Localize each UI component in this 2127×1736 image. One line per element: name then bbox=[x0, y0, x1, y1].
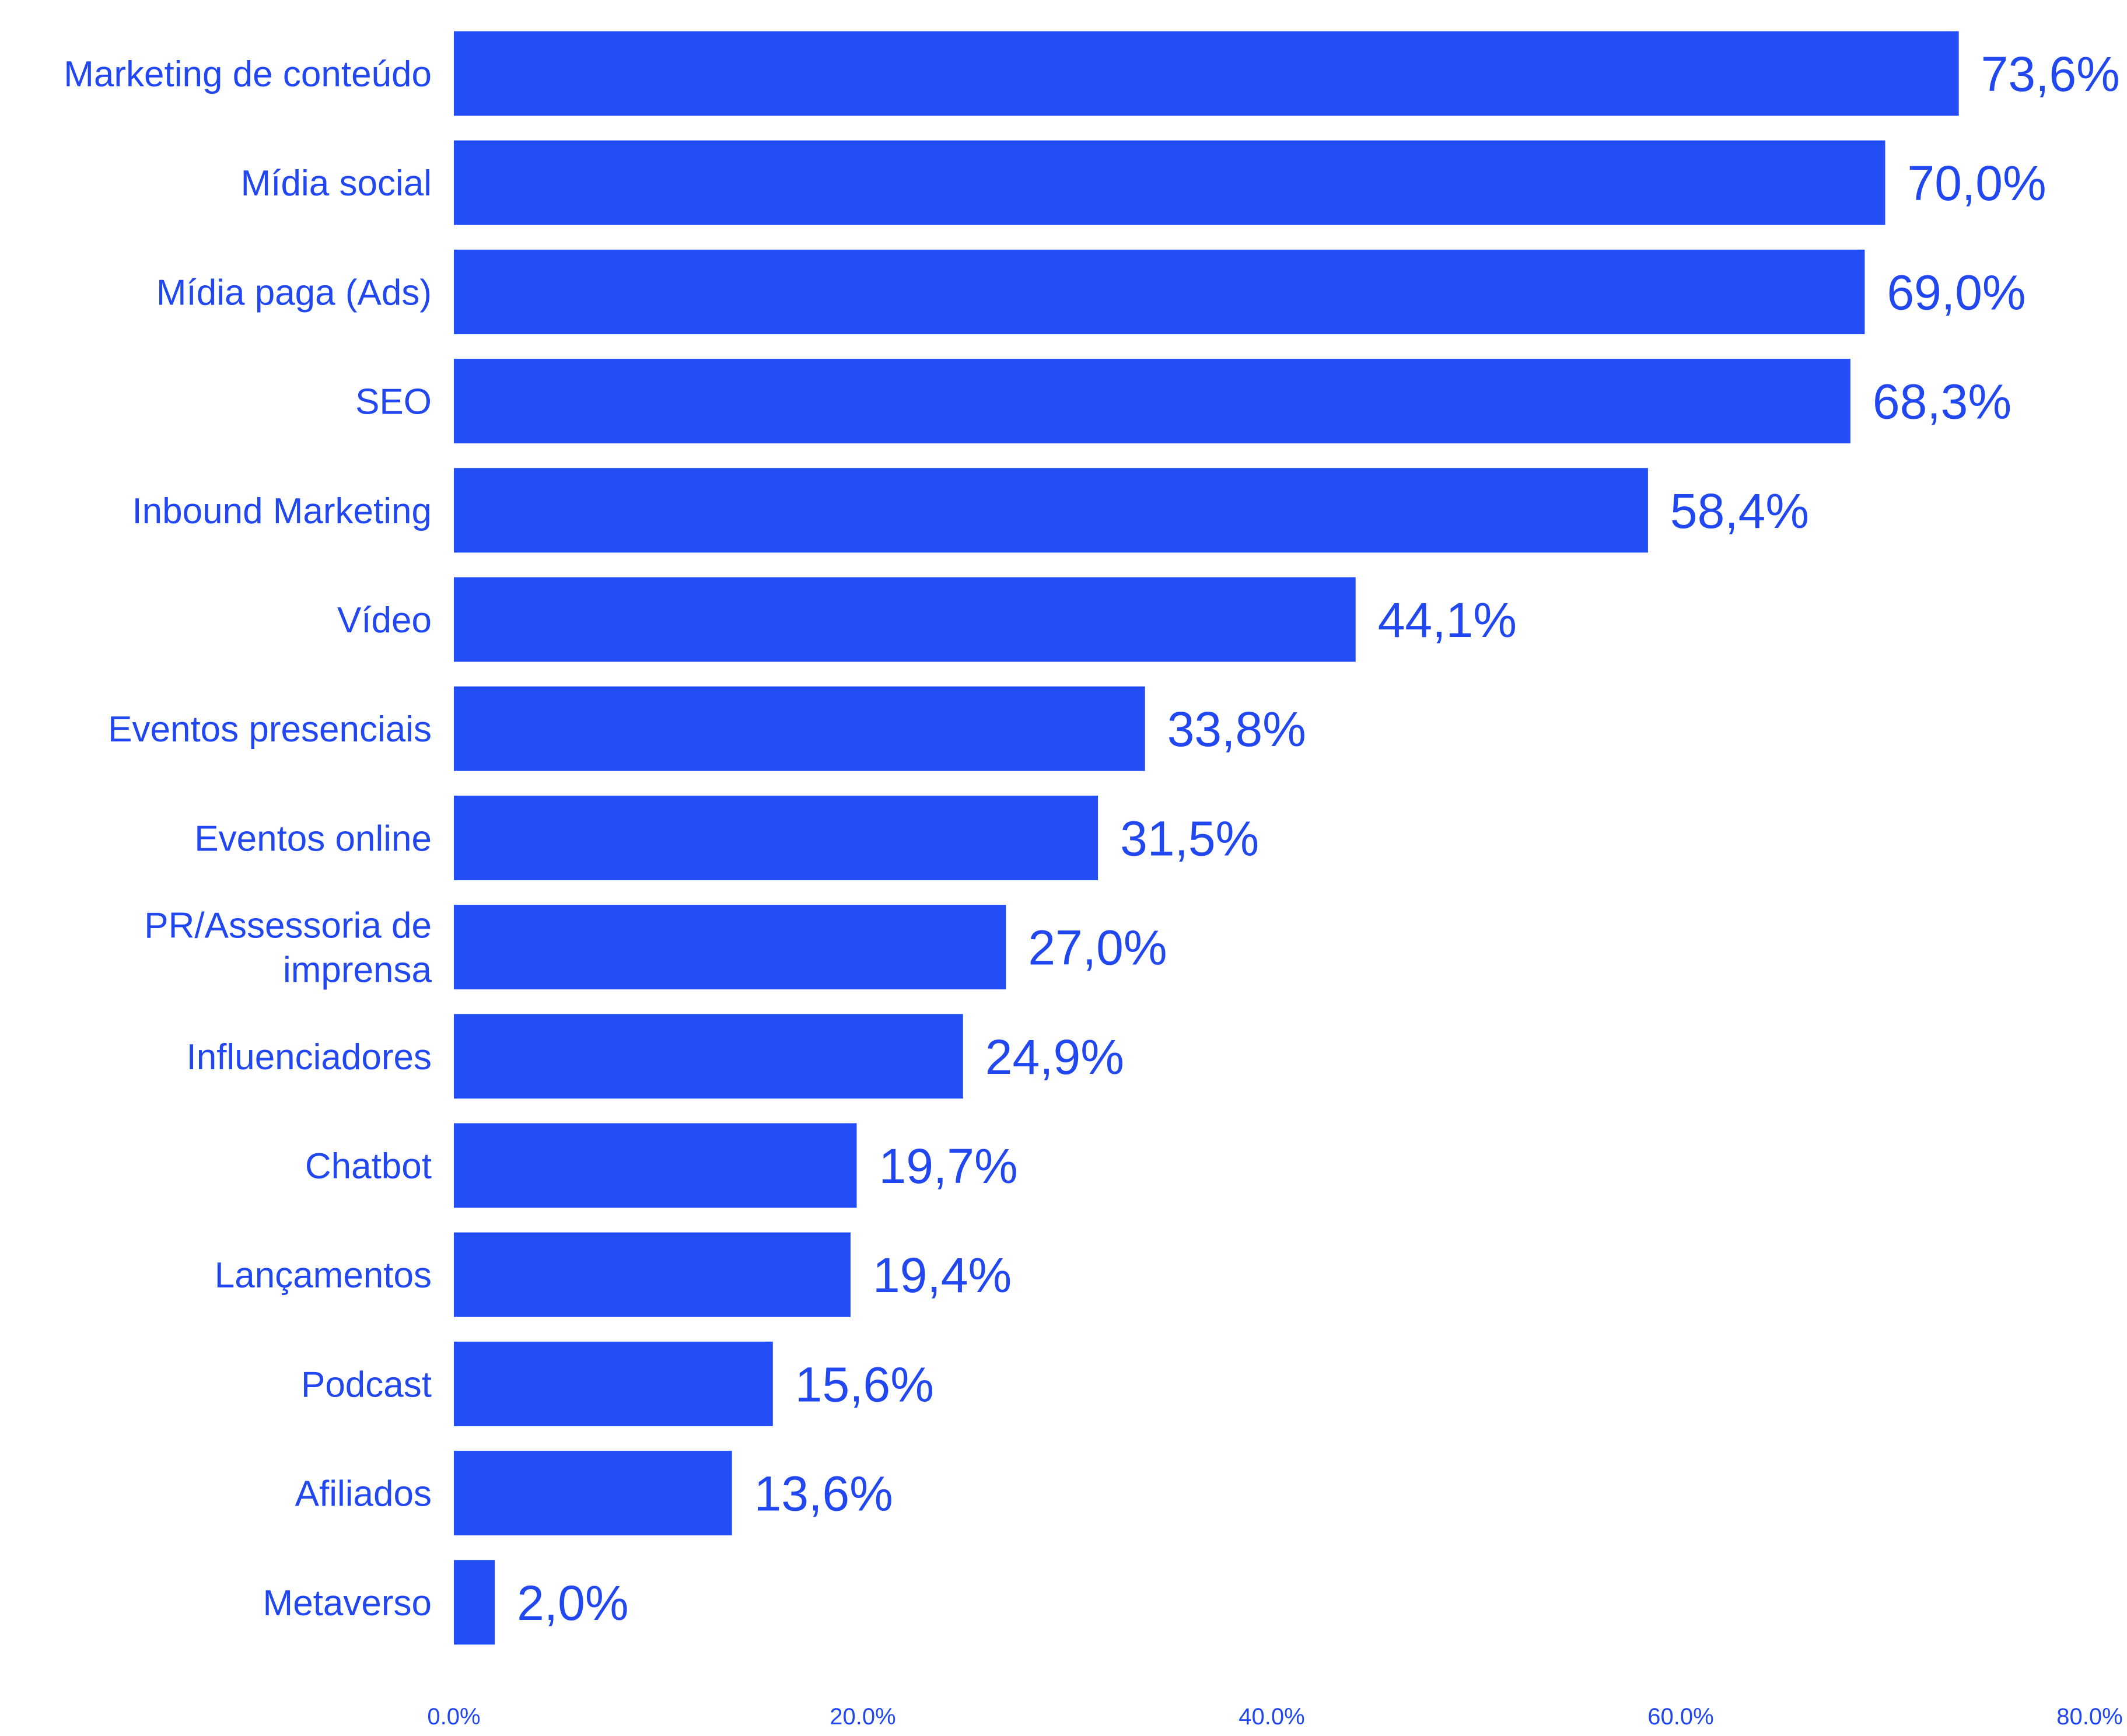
x-tick-label: 0.0% bbox=[427, 1704, 480, 1730]
category-label-video: Vídeo bbox=[337, 600, 432, 640]
bar-inbound-marketing bbox=[454, 468, 1648, 553]
bar-eventos-presenciais bbox=[454, 686, 1145, 771]
category-label-influenciadores: Influenciadores bbox=[187, 1037, 432, 1077]
x-tick-label: 60.0% bbox=[1647, 1704, 1713, 1730]
category-label-metaverso: Metaverso bbox=[263, 1583, 432, 1623]
value-label-influenciadores: 24,9% bbox=[985, 1030, 1124, 1084]
value-label-video: 44,1% bbox=[1378, 593, 1517, 648]
value-label-marketing-de-conteudo: 73,6% bbox=[1981, 47, 2120, 102]
category-label-seo: SEO bbox=[355, 382, 432, 422]
bar-influenciadores bbox=[454, 1014, 963, 1099]
x-tick-label: 40.0% bbox=[1239, 1704, 1304, 1730]
category-label-midia-paga-ads: Mídia paga (Ads) bbox=[156, 272, 432, 313]
bar-midia-social bbox=[454, 140, 1885, 225]
bar-afiliados bbox=[454, 1451, 732, 1536]
value-label-metaverso: 2,0% bbox=[517, 1576, 628, 1630]
bar-eventos-online bbox=[454, 795, 1099, 880]
value-label-inbound-marketing: 58,4% bbox=[1670, 484, 1809, 538]
bar-chatbot bbox=[454, 1123, 857, 1208]
x-tick-label: 80.0% bbox=[2056, 1704, 2122, 1730]
x-axis: 0.0% 20.0% 40.0% 60.0% 80.0% bbox=[427, 1704, 2122, 1730]
value-labels: 73,6% 70,0% 69,0% 68,3% 58,4% 44,1% 33,8% 31,5%… bbox=[517, 47, 2120, 1630]
category-label-marketing-de-conteudo: Marketing de conteúdo bbox=[64, 54, 432, 94]
value-label-afiliados: 13,6% bbox=[754, 1466, 893, 1521]
value-label-lancamentos: 19,4% bbox=[873, 1248, 1012, 1303]
category-label-lancamentos: Lançamentos bbox=[215, 1255, 432, 1296]
value-label-pr-assessoria-de-imprensa: 27,0% bbox=[1028, 921, 1167, 975]
value-label-midia-social: 70,0% bbox=[1908, 156, 2046, 211]
category-label-eventos-presenciais: Eventos presenciais bbox=[108, 709, 432, 750]
bar-marketing-de-conteudo bbox=[454, 31, 1959, 116]
value-label-seo: 68,3% bbox=[1873, 374, 2011, 429]
category-label-inbound-marketing: Inbound Marketing bbox=[132, 491, 432, 531]
value-label-eventos-online: 31,5% bbox=[1120, 811, 1259, 866]
category-labels: Marketing de conteúdo Mídia social Mídia p… bbox=[64, 54, 432, 1623]
bar-midia-paga-ads bbox=[454, 249, 1865, 334]
bar-lancamentos bbox=[454, 1232, 851, 1317]
value-label-chatbot: 19,7% bbox=[879, 1139, 1017, 1194]
category-label-afiliados: Afiliados bbox=[295, 1474, 432, 1514]
bar-seo bbox=[454, 359, 1850, 444]
bar-podcast bbox=[454, 1341, 773, 1426]
bar-video bbox=[454, 577, 1356, 662]
bar-metaverso bbox=[454, 1560, 495, 1645]
category-label-chatbot: Chatbot bbox=[305, 1146, 432, 1186]
value-label-podcast: 15,6% bbox=[795, 1357, 934, 1412]
category-label-podcast: Podcast bbox=[301, 1364, 432, 1405]
category-label-eventos-online: Eventos online bbox=[194, 818, 432, 859]
x-tick-label: 20.0% bbox=[830, 1704, 895, 1730]
bars-layer bbox=[454, 31, 1959, 1645]
category-label-pr-assessoria-de-imprensa: PR/Assessoria de imprensa bbox=[144, 906, 432, 991]
value-label-midia-paga-ads: 69,0% bbox=[1887, 265, 2025, 320]
value-label-eventos-presenciais: 33,8% bbox=[1167, 702, 1306, 757]
category-label-midia-social: Mídia social bbox=[241, 163, 432, 204]
bar-pr-assessoria-de-imprensa bbox=[454, 905, 1006, 990]
